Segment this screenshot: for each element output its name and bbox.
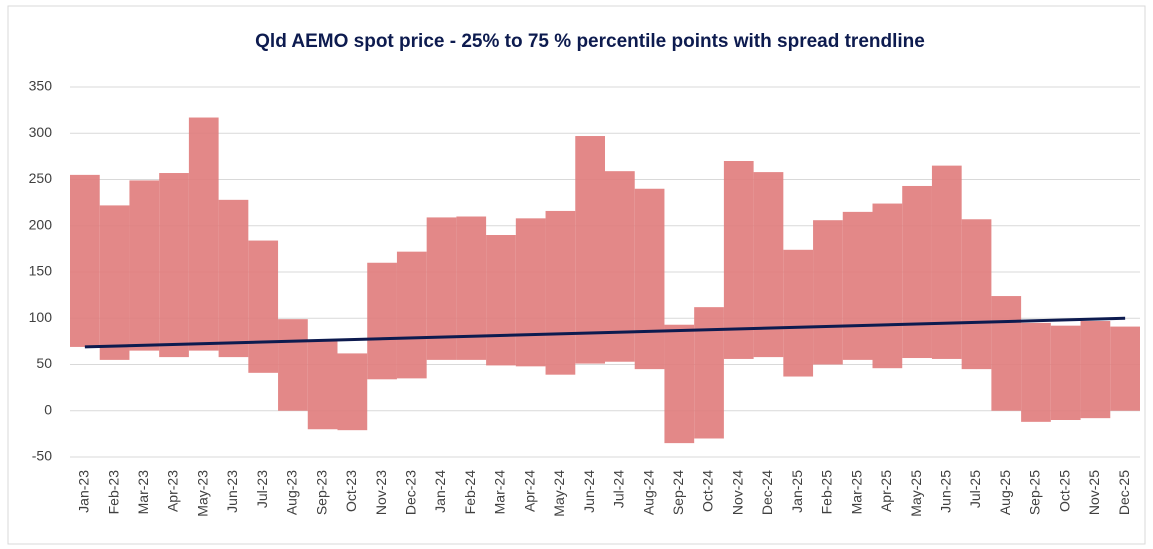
x-tick-label: Jun-25 (938, 470, 954, 513)
x-tick-label: Dec-23 (403, 470, 419, 515)
y-tick-label: -50 (32, 448, 52, 464)
x-tick-label: Dec-25 (1116, 470, 1132, 515)
bar (396, 251, 427, 379)
x-tick-label: Mar-25 (848, 470, 864, 515)
bar (872, 203, 903, 369)
x-tick-label: Oct-25 (1056, 470, 1072, 512)
bar (1080, 321, 1111, 419)
x-tick-label: Mar-23 (135, 470, 151, 515)
x-tick-label: Sep-23 (313, 470, 329, 515)
x-tick-label: Jun-24 (581, 470, 597, 513)
x-tick-label: Apr-25 (878, 470, 894, 512)
bar (188, 117, 219, 351)
bar (337, 353, 368, 431)
chart-title: Qld AEMO spot price - 25% to 75 % percen… (255, 31, 925, 52)
bar (931, 165, 962, 359)
bar (902, 185, 932, 359)
bar (456, 216, 487, 360)
x-tick-label: Aug-24 (640, 470, 656, 515)
bar (1110, 326, 1140, 411)
bar (70, 174, 100, 347)
y-tick-label: 350 (29, 78, 53, 94)
bar (575, 136, 605, 364)
x-tick-label: Mar-24 (492, 470, 508, 515)
x-tick-label: Sep-24 (670, 470, 686, 515)
bar (783, 249, 814, 377)
x-tick-label: Dec-24 (759, 470, 775, 515)
x-tick-label: Nov-23 (373, 470, 389, 515)
y-tick-label: 150 (29, 263, 53, 279)
y-tick-label: 50 (36, 355, 52, 371)
x-tick-label: Jun-23 (224, 470, 240, 513)
trendline (84, 316, 1126, 349)
bar (723, 161, 754, 359)
bar (218, 199, 249, 358)
x-tick-label: Aug-25 (997, 470, 1013, 515)
bar (1021, 322, 1051, 422)
bar (664, 324, 695, 444)
x-tick-label: Apr-23 (165, 470, 181, 512)
bar (486, 235, 516, 366)
x-tick-label: Oct-24 (700, 470, 716, 512)
x-tick-label: Jan-24 (432, 470, 448, 513)
bar (129, 180, 160, 351)
x-tick-label: Feb-23 (105, 470, 121, 515)
y-tick-label: 300 (29, 124, 53, 140)
x-tick-label: Feb-25 (819, 470, 835, 515)
bar (307, 341, 338, 430)
y-tick-label: 200 (29, 216, 53, 232)
bar (1050, 325, 1081, 420)
bar (694, 307, 724, 439)
x-tick-label: Jul-24 (611, 470, 627, 508)
bar (278, 319, 308, 411)
bar (605, 171, 635, 362)
x-tick-label: Jul-23 (254, 470, 270, 508)
x-tick-label: Nov-24 (729, 470, 745, 515)
bar (99, 205, 130, 360)
y-tick-label: 250 (29, 170, 53, 186)
y-tick-label: 100 (29, 309, 53, 325)
x-tick-label: May-25 (908, 470, 924, 517)
bar (515, 218, 546, 367)
x-tick-label: May-23 (194, 470, 210, 517)
x-tick-label: Feb-24 (462, 470, 478, 515)
x-tick-label: Jan-25 (789, 470, 805, 513)
x-tick-label: Jul-25 (967, 470, 983, 508)
bar (842, 211, 873, 360)
x-tick-label: Aug-23 (284, 470, 300, 515)
bar (545, 210, 576, 375)
x-tick-label: Oct-23 (343, 470, 359, 512)
x-tick-label: Nov-25 (1086, 470, 1102, 515)
bar (991, 296, 1022, 411)
bar (248, 240, 279, 373)
bar (159, 173, 189, 358)
bar (634, 188, 665, 370)
x-tick-label: Apr-24 (521, 470, 537, 512)
x-tick-label: Sep-25 (1027, 470, 1043, 515)
x-tick-label: May-24 (551, 470, 567, 517)
chart-border (7, 5, 1146, 545)
y-tick-label: 0 (44, 401, 52, 417)
bar (753, 172, 784, 358)
bar (813, 220, 843, 365)
x-tick-label: Jan-23 (76, 470, 92, 513)
bar (961, 219, 992, 370)
bar (367, 262, 397, 380)
